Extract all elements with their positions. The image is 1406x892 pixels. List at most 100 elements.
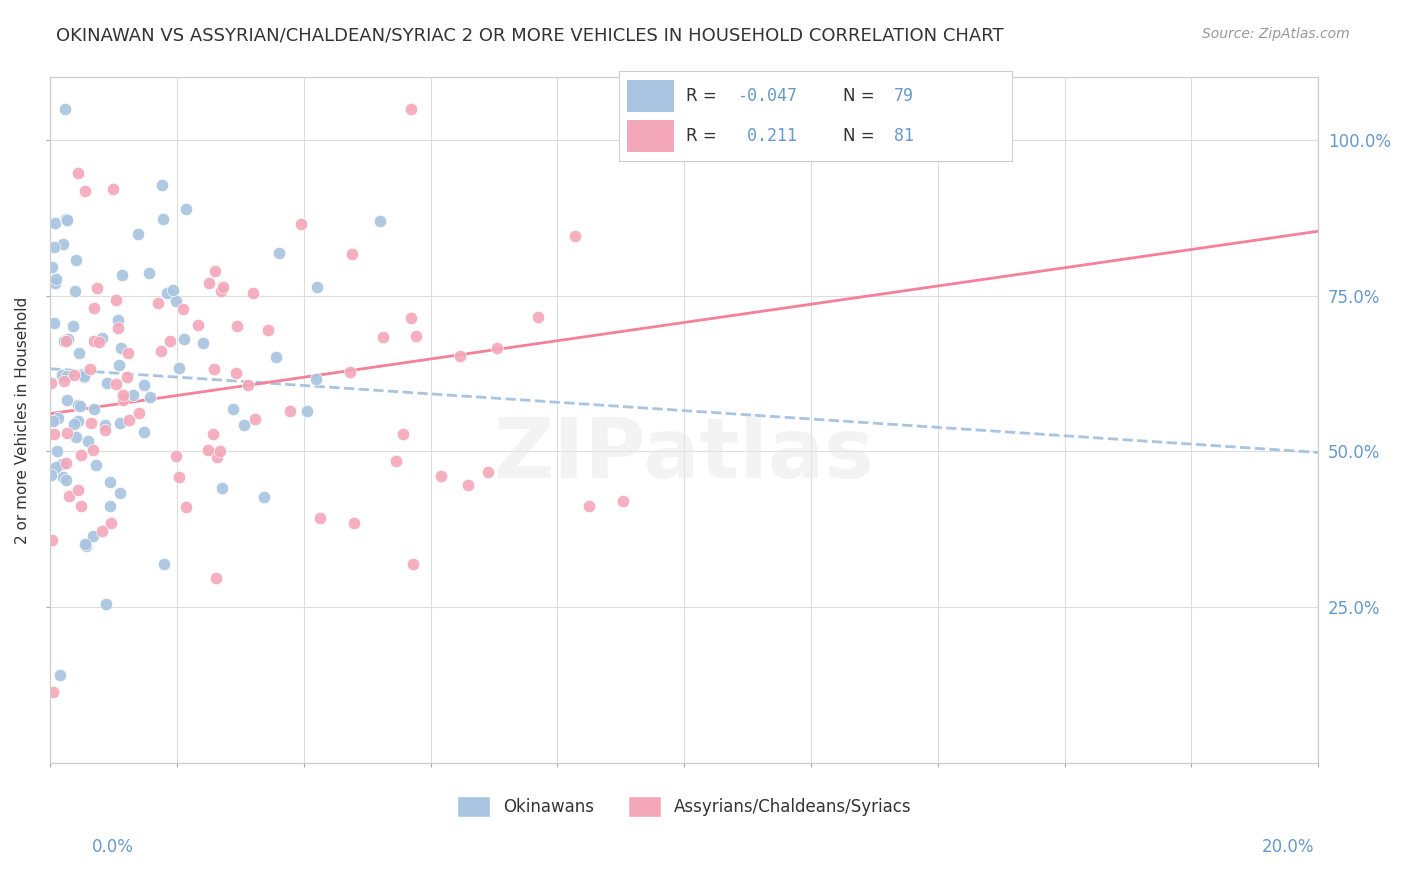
Point xyxy=(104,293,127,307)
Point xyxy=(42,427,65,442)
Point xyxy=(46,411,69,425)
Point xyxy=(149,344,172,359)
Point xyxy=(165,449,187,463)
Point xyxy=(107,313,129,327)
Point xyxy=(343,516,366,530)
Bar xyxy=(627,120,673,152)
Point xyxy=(233,418,256,433)
Point xyxy=(49,667,72,681)
Point xyxy=(98,475,121,490)
Bar xyxy=(627,80,673,112)
Point xyxy=(76,434,98,449)
Point xyxy=(305,372,328,386)
Point xyxy=(53,334,76,349)
Point xyxy=(91,524,114,538)
Point xyxy=(67,166,90,180)
Point xyxy=(73,537,96,551)
Point xyxy=(101,181,124,195)
Point xyxy=(159,334,181,348)
Text: R =: R = xyxy=(686,127,721,145)
Point xyxy=(172,302,194,317)
Text: 81: 81 xyxy=(894,127,914,145)
Point xyxy=(242,285,264,300)
Point xyxy=(165,294,187,309)
Point xyxy=(44,276,66,290)
Text: R =: R = xyxy=(686,87,721,105)
Point xyxy=(111,392,134,407)
Point xyxy=(477,465,499,479)
Point xyxy=(62,318,84,333)
Point xyxy=(56,393,79,408)
Point xyxy=(79,362,101,376)
Point xyxy=(65,429,87,443)
Point xyxy=(305,280,328,294)
Point xyxy=(75,539,97,553)
Point xyxy=(69,499,91,513)
Point xyxy=(176,500,198,514)
Point xyxy=(55,102,77,116)
Point xyxy=(73,368,96,383)
Point xyxy=(56,426,79,441)
Point xyxy=(42,414,65,428)
Point xyxy=(340,247,363,261)
Point xyxy=(399,311,422,326)
Point xyxy=(429,468,451,483)
Point xyxy=(207,450,229,465)
Point xyxy=(256,323,278,337)
Point xyxy=(44,216,66,230)
Point xyxy=(252,490,274,504)
Point xyxy=(486,341,509,355)
Point xyxy=(612,494,634,508)
Point xyxy=(111,268,134,283)
Text: OKINAWAN VS ASSYRIAN/CHALDEAN/SYRIAC 2 OR MORE VEHICLES IN HOUSEHOLD CORRELATION: OKINAWAN VS ASSYRIAN/CHALDEAN/SYRIAC 2 O… xyxy=(56,27,1004,45)
Point xyxy=(46,443,69,458)
Point xyxy=(70,448,93,462)
Point xyxy=(132,378,155,392)
Point xyxy=(132,425,155,439)
Point xyxy=(112,387,135,401)
Point xyxy=(201,427,224,442)
Point xyxy=(41,685,63,699)
Text: 79: 79 xyxy=(894,87,914,105)
Point xyxy=(52,470,75,484)
Text: ZIPatlas: ZIPatlas xyxy=(494,414,875,495)
Point xyxy=(197,443,219,458)
Point xyxy=(105,376,128,391)
Point xyxy=(266,350,288,364)
Point xyxy=(138,266,160,280)
Point xyxy=(107,321,129,335)
Point xyxy=(86,281,108,295)
Point xyxy=(98,499,121,513)
Point xyxy=(392,426,415,441)
Point xyxy=(156,286,179,301)
Point xyxy=(91,331,114,345)
Point xyxy=(51,457,73,471)
Point xyxy=(193,336,215,351)
Point xyxy=(55,473,77,487)
Point xyxy=(117,346,139,360)
Point xyxy=(63,417,86,431)
Point xyxy=(45,271,67,285)
Point xyxy=(167,470,190,484)
Point xyxy=(527,310,550,324)
Point xyxy=(236,377,259,392)
Point xyxy=(110,341,132,355)
Point xyxy=(82,529,104,543)
Point xyxy=(121,388,143,402)
Point xyxy=(278,404,301,418)
Point xyxy=(162,283,184,297)
Point xyxy=(225,318,247,333)
Point xyxy=(45,459,67,474)
Point xyxy=(152,558,174,572)
Text: N =: N = xyxy=(844,127,880,145)
Text: 0.211: 0.211 xyxy=(737,127,797,145)
Point xyxy=(211,481,233,495)
Text: N =: N = xyxy=(844,87,880,105)
Point xyxy=(405,328,427,343)
Point xyxy=(225,366,247,380)
Point xyxy=(96,376,118,391)
Text: 0.0%: 0.0% xyxy=(91,838,134,855)
Point xyxy=(82,443,104,458)
Point xyxy=(39,468,62,483)
Point xyxy=(385,454,408,468)
